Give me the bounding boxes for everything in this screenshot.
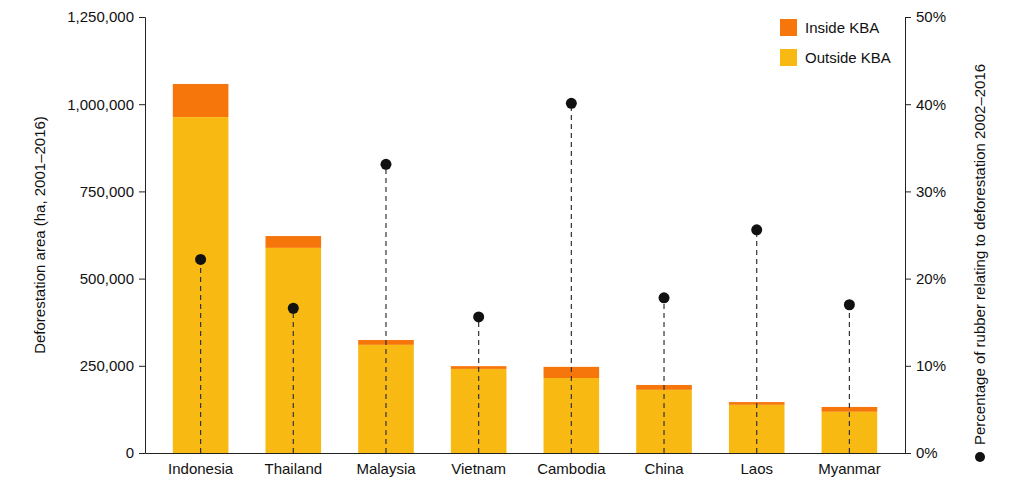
tick-label: 50% (916, 8, 946, 25)
tick: 1,000,000 (67, 96, 145, 113)
tick: 500,000 (80, 270, 145, 287)
tick: 250,000 (80, 357, 145, 374)
chart: 0 250,000 500,000 750,000 1,000,000 1,250,000… (0, 0, 1024, 498)
tick: 0% (905, 444, 938, 461)
tick: Indonesia (168, 460, 234, 477)
axis-line (139, 18, 146, 454)
tick-mark (139, 366, 145, 367)
bar-series (173, 117, 877, 453)
tick: Cambodia (537, 460, 606, 477)
tick-label: China (644, 460, 684, 477)
tick: 30% (905, 183, 946, 200)
tick-label: 0% (916, 444, 938, 461)
tick: China (644, 460, 684, 477)
tick-label: Malaysia (356, 460, 416, 477)
tick-label: 10% (916, 357, 946, 374)
tick-label: Myanmar (818, 460, 881, 477)
point (380, 159, 391, 170)
point (659, 292, 670, 303)
tick: 10% (905, 357, 946, 374)
axis-line (146, 453, 906, 454)
point-series (195, 98, 855, 453)
tick-label: 500,000 (80, 270, 134, 287)
legend-label: Percentage of rubber relating to defores… (971, 64, 988, 445)
tick-label: 30% (916, 183, 946, 200)
tick-label: 250,000 (80, 357, 134, 374)
x-axis: Indonesia Thailand Malaysia Vietnam Cambodia… (146, 454, 906, 477)
legend-label: Inside KBA (805, 19, 879, 36)
point (473, 311, 484, 322)
legend-swatch (780, 49, 797, 66)
point (195, 254, 206, 265)
legend-swatch (780, 19, 797, 36)
drop-line (385, 164, 386, 453)
tick-label: 1,250,000 (67, 8, 134, 25)
tick: Laos (740, 460, 773, 477)
marks (173, 84, 877, 453)
tick: Vietnam (451, 460, 506, 477)
tick-label: 750,000 (80, 183, 134, 200)
tick: 20% (905, 270, 946, 287)
tick-mark (139, 279, 145, 280)
legend-label: Outside KBA (805, 49, 891, 66)
point (844, 299, 855, 310)
drop-line (571, 103, 572, 453)
legend-item: Outside KBA (780, 49, 891, 66)
drop-line (756, 230, 757, 453)
tick-label: 0 (126, 444, 134, 461)
tick: 750,000 (80, 183, 145, 200)
plot: 0 250,000 500,000 750,000 1,000,000 1,250,000… (67, 8, 946, 476)
bar (173, 117, 229, 453)
tick-label: 40% (916, 96, 946, 113)
axis-line (906, 18, 912, 454)
tick: Thailand (265, 460, 323, 477)
bar (173, 84, 229, 117)
legend-marker (975, 452, 985, 462)
drop-line (849, 305, 850, 453)
tick-mark (905, 453, 911, 454)
tick-label: Indonesia (168, 460, 234, 477)
tick: 1,250,000 (67, 8, 145, 25)
point (288, 303, 299, 314)
tick-mark (905, 191, 911, 192)
drop-line (293, 308, 294, 453)
y2-legend: Percentage of rubber relating to defores… (971, 64, 988, 462)
tick-label: 20% (916, 270, 946, 287)
tick: Malaysia (356, 460, 416, 477)
tick: 0 (126, 444, 145, 461)
tick-mark (139, 191, 145, 192)
tick-label: 1,000,000 (67, 96, 134, 113)
tick: 40% (905, 96, 946, 113)
tick-mark (905, 104, 911, 105)
y-axis-title: Deforestation area (ha, 2001–2016) (31, 116, 48, 354)
point (566, 98, 577, 109)
bar (265, 248, 321, 453)
tick-mark (139, 453, 145, 454)
y-axis: 0 250,000 500,000 750,000 1,000,000 1,250,000 (67, 8, 145, 461)
drop-line (200, 259, 201, 453)
legend: Inside KBA Outside KBA (780, 19, 891, 66)
tick-mark (905, 279, 911, 280)
tick: 50% (905, 8, 946, 25)
tick-label: Cambodia (537, 460, 606, 477)
legend-item: Inside KBA (780, 19, 879, 36)
tick-label: Vietnam (451, 460, 506, 477)
tick-mark (905, 366, 911, 367)
tick-label: Laos (740, 460, 773, 477)
tick-label: Thailand (265, 460, 323, 477)
y2-axis: 0% 10% 20% 30% 40% 50% (905, 8, 946, 461)
drop-line (478, 317, 479, 453)
tick-mark (139, 104, 145, 105)
bar (265, 236, 321, 248)
tick-mark (139, 17, 145, 18)
tick: Myanmar (818, 460, 881, 477)
tick-mark (905, 17, 911, 18)
drop-line (663, 298, 664, 453)
point (751, 224, 762, 235)
